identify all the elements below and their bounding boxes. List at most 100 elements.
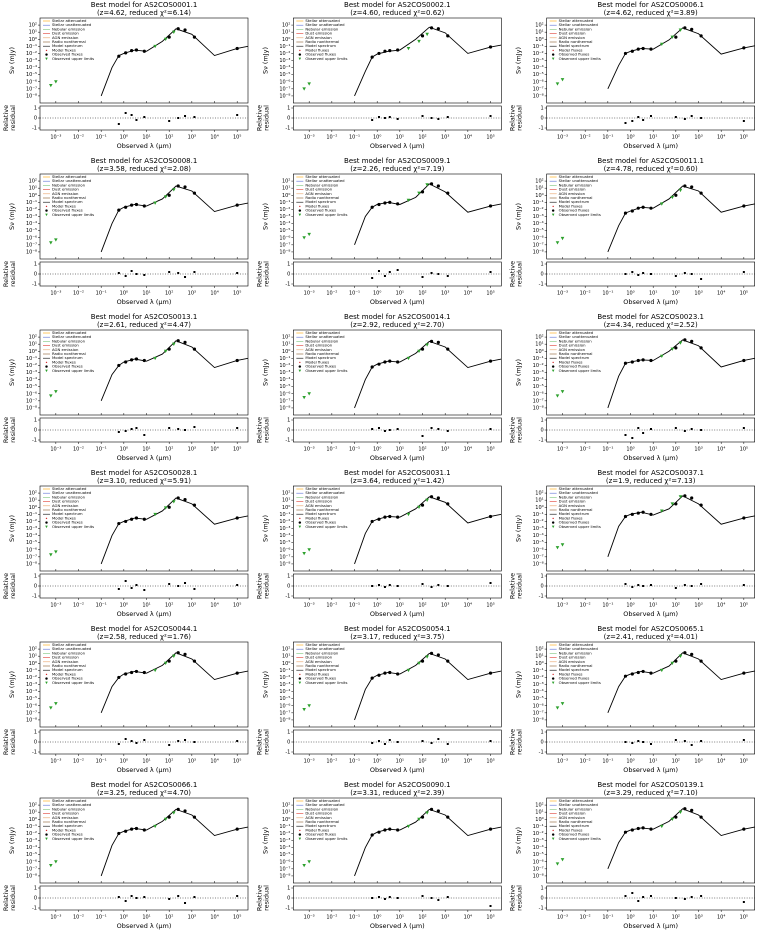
- legend-label: Nebular emission: [305, 494, 339, 499]
- y-tick-label: 10⁰: [535, 505, 543, 511]
- upper-limit: [425, 32, 429, 37]
- observed-flux: [176, 184, 180, 188]
- y-tick-label: 10⁻⁷: [26, 86, 37, 92]
- y-tick-label: 10⁰: [535, 661, 543, 667]
- legend-swatch: [551, 53, 555, 56]
- observed-flux: [446, 191, 450, 195]
- residual: [649, 273, 652, 275]
- legend-label: Observed fluxes: [559, 364, 590, 369]
- legend-label: Model fluxes: [52, 671, 76, 676]
- panel-title: Best model for AS2COS0044.1: [91, 625, 198, 633]
- sed-panel: Best model for AS2COS0066.1(z=3.25, redu…: [2, 781, 249, 930]
- y-tick-label: 10⁻²: [26, 519, 37, 525]
- model-spectrum: [607, 652, 755, 714]
- observed-flux: [370, 676, 374, 680]
- residual: [135, 742, 138, 744]
- sed-panel: Best model for AS2COS0031.1(z=3.64, redu…: [255, 469, 502, 618]
- residual: [642, 119, 645, 121]
- y-tick-label: 10⁻⁶: [533, 235, 544, 241]
- y-tick-label: 10⁰: [282, 349, 290, 355]
- observed-flux: [742, 204, 746, 208]
- upper-limit: [302, 551, 306, 556]
- residual-y-tick-label: 1: [34, 262, 37, 268]
- x-tick-label: 10⁻³: [557, 447, 568, 453]
- y-tick-label: 10¹: [535, 342, 543, 348]
- legend-swatch: [298, 57, 302, 61]
- residual-axis-label: Relative: [255, 885, 263, 911]
- y-tick-label: 10⁻⁸: [533, 873, 544, 879]
- legend-label: Model spectrum: [305, 511, 336, 516]
- legend-label: Model fluxes: [305, 47, 329, 52]
- y-tick-label: 10⁻⁵: [26, 384, 37, 390]
- observed-flux: [388, 48, 392, 53]
- y-axis-label: Sν (mJy): [8, 515, 16, 542]
- legend-label: Dust emission: [52, 343, 79, 348]
- observed-flux: [683, 651, 687, 655]
- y-tick-label: 10⁻²: [279, 519, 290, 525]
- x-tick-label: 10⁻²: [326, 603, 337, 609]
- observed-flux: [142, 517, 146, 521]
- residual: [168, 271, 171, 273]
- upper-limit: [153, 201, 157, 205]
- x-tick-label: 10²: [418, 759, 426, 765]
- residual-axis-label: Relative: [255, 729, 263, 755]
- y-tick-label: 10⁻⁸: [279, 717, 290, 723]
- x-tick-label: 10⁻¹: [602, 915, 613, 921]
- legend-label: AGN emission: [305, 815, 332, 820]
- observed-flux: [674, 346, 678, 350]
- y-tick-label: 10¹: [535, 498, 543, 504]
- y-tick-label: 10⁻⁵: [279, 72, 290, 78]
- observed-flux: [370, 55, 374, 59]
- residual: [437, 428, 440, 430]
- y-tick-label: 10⁻³: [26, 370, 37, 376]
- plot-area: [49, 27, 248, 97]
- residual: [637, 584, 640, 586]
- residual: [371, 428, 374, 430]
- upper-limit: [406, 512, 411, 517]
- y-axis-label: Sν (mJy): [8, 359, 16, 386]
- y-tick-label: 10²: [282, 491, 290, 497]
- legend-swatch: [551, 521, 555, 524]
- legend-swatch: [45, 205, 48, 208]
- residual: [649, 428, 652, 430]
- x-tick-label: 10⁵: [486, 135, 494, 141]
- observed-flux: [649, 827, 653, 831]
- observed-flux: [420, 503, 425, 507]
- legend-label: Model fluxes: [305, 359, 329, 364]
- y-tick-label: 10²: [29, 647, 37, 653]
- legend-label: AGN emission: [559, 815, 586, 820]
- residual-axis-label: Relative: [2, 105, 10, 131]
- observed-flux: [167, 193, 171, 197]
- residual: [489, 740, 492, 742]
- legend-label: Model fluxes: [305, 671, 329, 676]
- observed-flux: [641, 669, 645, 674]
- upper-limit: [659, 824, 664, 829]
- residual: [683, 272, 686, 274]
- x-tick-label: 10³: [188, 447, 196, 453]
- upper-limit: [54, 238, 58, 242]
- observed-flux: [192, 503, 197, 507]
- legend-label: Model fluxes: [559, 47, 583, 52]
- residual-y-tick-label: 0: [287, 272, 290, 278]
- residual: [642, 585, 645, 587]
- residual-axis-label: Relative: [509, 573, 517, 599]
- residual-frame: [293, 261, 502, 287]
- legend-label: Nebular emission: [305, 650, 339, 655]
- y-tick-label: 10²: [282, 23, 290, 29]
- legend-label: Stellar unattenuated: [559, 646, 599, 651]
- observed-flux: [130, 358, 134, 362]
- observed-flux: [396, 48, 400, 52]
- observed-flux: [674, 815, 678, 819]
- legend-label: Nebular emission: [305, 26, 339, 31]
- residual: [489, 905, 492, 907]
- observed-flux: [488, 45, 493, 49]
- y-tick-label: 10⁻⁶: [533, 547, 544, 553]
- panel-subtitle: (z=2.58, reduced χ²=1.76): [97, 633, 191, 641]
- legend-label: Model fluxes: [559, 671, 583, 676]
- y-tick-label: 10¹: [29, 810, 37, 816]
- residual-y-tick-label: -1: [285, 750, 290, 756]
- observed-flux: [420, 815, 425, 819]
- x-tick-label: 10⁻¹: [602, 603, 613, 609]
- legend-label: Model fluxes: [52, 203, 76, 208]
- x-tick-label: 10⁰: [120, 291, 128, 297]
